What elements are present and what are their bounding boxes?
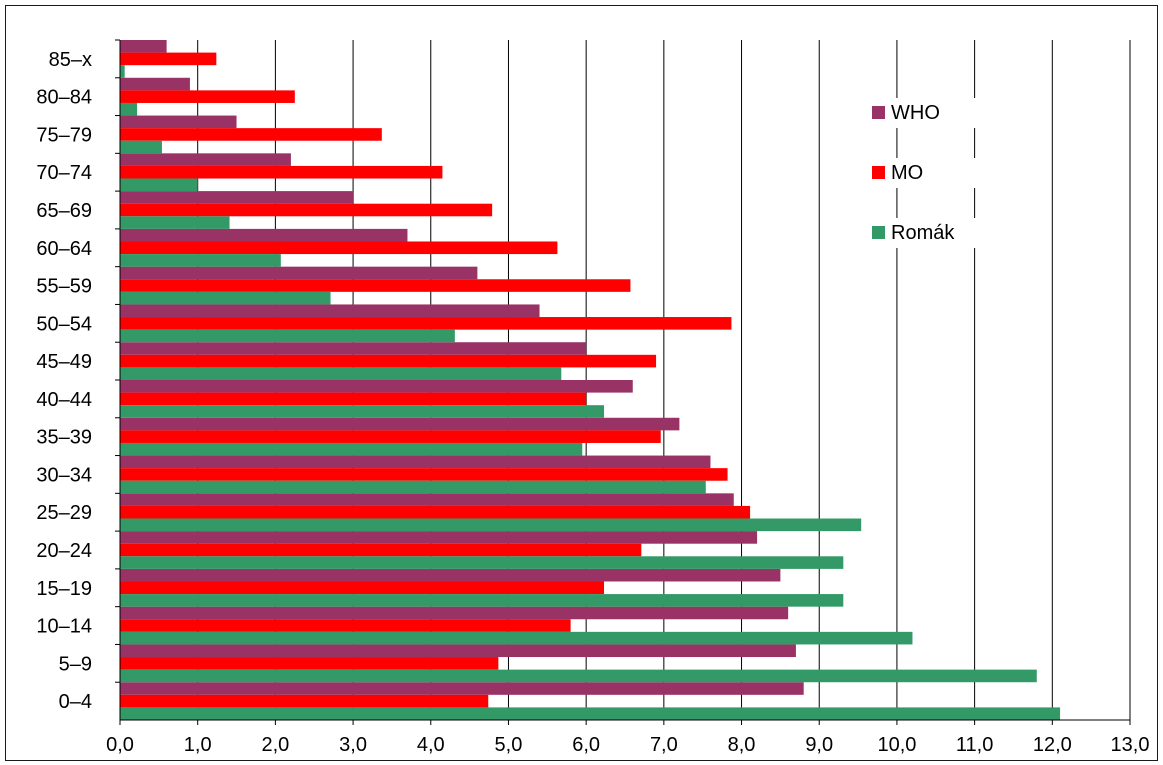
y-category-label: 40–44 [36, 389, 92, 411]
y-category-label: 20–24 [36, 540, 92, 562]
bar-romk-9 [120, 367, 561, 380]
x-tick-label: 10,0 [877, 734, 916, 756]
x-tick-label: 7,0 [650, 734, 678, 756]
bar-who-4 [120, 531, 757, 544]
x-tick-label: 5,0 [495, 734, 523, 756]
bar-who-13 [120, 191, 353, 204]
y-category-label: 5–9 [59, 653, 92, 675]
bar-mo-15 [120, 128, 382, 141]
legend: WHO MO Romák [866, 98, 978, 248]
bar-romk-6 [120, 481, 706, 494]
y-category-label: 30–34 [36, 464, 92, 486]
bar-mo-0 [120, 695, 488, 708]
y-category-label: 55–59 [36, 276, 92, 298]
bar-mo-3 [120, 581, 604, 594]
bar-mo-10 [120, 317, 731, 330]
bar-mo-2 [120, 619, 571, 632]
x-tick-label: 3,0 [339, 734, 367, 756]
x-tick-label: 13,0 [1111, 734, 1150, 756]
y-category-label: 50–54 [36, 313, 92, 335]
bar-who-2 [120, 607, 788, 620]
legend-swatch [872, 166, 885, 179]
y-category-label: 35–39 [36, 427, 92, 449]
bar-who-1 [120, 644, 796, 657]
bar-romk-5 [120, 519, 861, 532]
x-tick-label: 6,0 [572, 734, 600, 756]
bar-mo-1 [120, 657, 498, 670]
bar-mo-6 [120, 468, 728, 481]
x-tick-label: 11,0 [956, 734, 993, 756]
bar-romk-12 [120, 254, 281, 267]
y-category-label: 15–19 [36, 578, 92, 600]
y-category-label: 0–4 [59, 691, 92, 713]
y-category-label: 10–14 [36, 616, 92, 638]
legend-swatch [872, 106, 885, 119]
x-tick-label: 1,0 [184, 734, 212, 756]
bar-who-0 [120, 682, 804, 695]
bar-who-3 [120, 569, 780, 582]
bar-who-9 [120, 342, 586, 355]
bar-romk-4 [120, 556, 843, 569]
y-category-label: 80–84 [36, 87, 92, 109]
y-category-label: 85–x [49, 49, 92, 71]
legend-label: Romák [891, 222, 955, 244]
bar-who-16 [120, 78, 190, 91]
x-tick-label: 8,0 [728, 734, 756, 756]
bar-romk-2 [120, 632, 912, 645]
y-category-label: 75–79 [36, 124, 92, 146]
bar-romk-10 [120, 330, 455, 343]
bar-mo-5 [120, 506, 750, 519]
bar-romk-7 [120, 443, 582, 456]
bar-who-8 [120, 380, 633, 393]
y-category-label: 25–29 [36, 502, 92, 524]
bar-mo-8 [120, 393, 586, 406]
bar-romk-3 [120, 594, 843, 607]
bar-romk-15 [120, 141, 162, 154]
legend-label: WHO [891, 102, 940, 124]
bar-romk-16 [120, 103, 137, 116]
y-category-label: 60–64 [36, 238, 92, 260]
bar-who-12 [120, 229, 407, 242]
y-category-label: 45–49 [36, 351, 92, 373]
x-tick-label: 0,0 [106, 734, 134, 756]
bar-mo-13 [120, 204, 492, 217]
bar-romk-1 [120, 670, 1037, 683]
bar-who-15 [120, 116, 237, 129]
legend-label: MO [891, 162, 923, 184]
bar-who-17 [120, 40, 167, 53]
bar-mo-12 [120, 241, 557, 254]
x-tick-label: 12,0 [1033, 734, 1072, 756]
x-tick-label: 2,0 [261, 734, 289, 756]
bar-romk-11 [120, 292, 331, 305]
bar-romk-0 [120, 707, 1060, 720]
bar-who-5 [120, 493, 734, 506]
x-tick-label: 9,0 [805, 734, 833, 756]
bar-mo-4 [120, 544, 641, 557]
bars [120, 40, 1060, 720]
y-category-label: 65–69 [36, 200, 92, 222]
bar-romk-14 [120, 179, 198, 192]
legend-swatch [872, 226, 885, 239]
bar-who-10 [120, 304, 540, 317]
bar-romk-17 [120, 65, 125, 78]
x-tick-label: 4,0 [417, 734, 445, 756]
bar-mo-16 [120, 90, 295, 103]
bar-who-11 [120, 267, 477, 280]
bar-mo-17 [120, 53, 216, 66]
y-category-label: 70–74 [36, 162, 92, 184]
bar-mo-9 [120, 355, 656, 368]
bar-who-7 [120, 418, 679, 431]
bar-mo-14 [120, 166, 442, 179]
bar-romk-13 [120, 216, 230, 229]
bar-romk-8 [120, 405, 604, 418]
bar-who-6 [120, 456, 710, 469]
bar-mo-11 [120, 279, 630, 292]
bar-mo-7 [120, 430, 661, 443]
bar-who-14 [120, 153, 291, 166]
